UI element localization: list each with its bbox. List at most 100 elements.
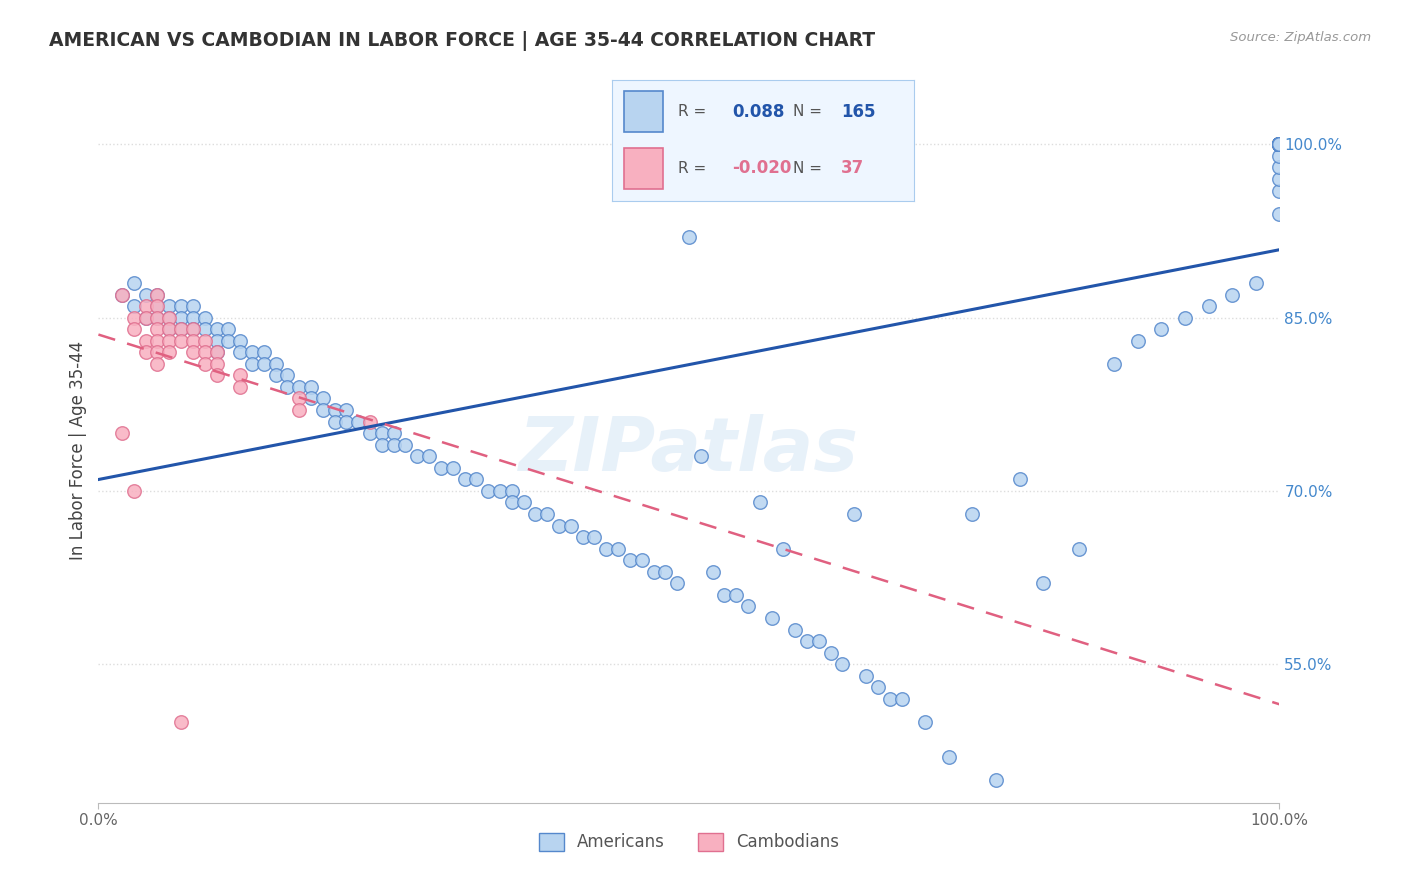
Point	[335, 403, 357, 417]
Point	[1268, 184, 1291, 198]
Point	[146, 287, 169, 301]
Point	[1150, 322, 1173, 336]
Point	[122, 299, 145, 313]
Point	[312, 403, 335, 417]
Point	[1268, 137, 1291, 152]
Point	[1268, 137, 1291, 152]
Point	[1268, 137, 1291, 152]
Point	[1268, 137, 1291, 152]
Point	[1102, 357, 1125, 371]
Point	[135, 345, 157, 359]
Point	[772, 541, 794, 556]
Point	[194, 310, 217, 325]
Point	[501, 483, 523, 498]
Point	[170, 310, 193, 325]
Point	[229, 380, 252, 394]
Point	[146, 322, 169, 336]
Point	[135, 310, 157, 325]
Point	[1268, 207, 1291, 221]
Point	[1268, 137, 1291, 152]
Point	[1220, 287, 1243, 301]
Point	[501, 495, 523, 509]
Point	[181, 299, 204, 313]
Point	[560, 518, 582, 533]
Point	[111, 426, 134, 441]
Point	[1268, 137, 1291, 152]
Point	[205, 334, 228, 348]
Point	[855, 669, 877, 683]
Point	[489, 483, 512, 498]
Point	[1268, 172, 1291, 186]
Point	[1268, 137, 1291, 152]
Point	[866, 680, 889, 694]
Point	[1268, 137, 1291, 152]
Point	[1268, 137, 1291, 152]
Point	[382, 426, 405, 441]
Point	[323, 415, 346, 429]
Point	[748, 495, 770, 509]
Point	[1268, 137, 1291, 152]
Point	[1268, 137, 1291, 152]
Point	[299, 380, 322, 394]
Point	[276, 380, 298, 394]
Point	[879, 691, 901, 706]
Point	[1268, 137, 1291, 152]
Point	[807, 634, 830, 648]
Point	[1268, 137, 1291, 152]
Point	[146, 287, 169, 301]
Point	[678, 229, 700, 244]
Text: 165: 165	[841, 103, 876, 120]
Bar	[624, 91, 664, 132]
Point	[394, 438, 416, 452]
Point	[217, 334, 239, 348]
Point	[1268, 137, 1291, 152]
Point	[1268, 137, 1291, 152]
Point	[146, 334, 169, 348]
Text: ZIPatlas: ZIPatlas	[519, 414, 859, 487]
Point	[170, 334, 193, 348]
Point	[146, 357, 169, 371]
Text: R =: R =	[678, 104, 706, 120]
Point	[1268, 137, 1291, 152]
Point	[1268, 137, 1291, 152]
Point	[689, 449, 711, 463]
Point	[1268, 149, 1291, 163]
Point	[122, 483, 145, 498]
Point	[1268, 137, 1291, 152]
Y-axis label: In Labor Force | Age 35-44: In Labor Force | Age 35-44	[69, 341, 87, 560]
Point	[844, 507, 866, 521]
Point	[1268, 137, 1291, 152]
Point	[1268, 137, 1291, 152]
Point	[181, 322, 204, 336]
Point	[524, 507, 547, 521]
Point	[1268, 137, 1291, 152]
Point	[194, 345, 217, 359]
Point	[217, 322, 239, 336]
Point	[111, 287, 134, 301]
Point	[1174, 310, 1197, 325]
Point	[371, 438, 394, 452]
Point	[1268, 137, 1291, 152]
Point	[1268, 137, 1291, 152]
Point	[135, 287, 157, 301]
Point	[181, 322, 204, 336]
Point	[619, 553, 641, 567]
Point	[1198, 299, 1220, 313]
Point	[1008, 472, 1031, 486]
Point	[914, 714, 936, 729]
Point	[122, 276, 145, 290]
Point	[1268, 137, 1291, 152]
Point	[194, 322, 217, 336]
Point	[1268, 137, 1291, 152]
Point	[135, 334, 157, 348]
Point	[1268, 137, 1291, 152]
Text: 37: 37	[841, 159, 865, 178]
Point	[170, 714, 193, 729]
Point	[1268, 137, 1291, 152]
Point	[205, 345, 228, 359]
Point	[1268, 137, 1291, 152]
Point	[548, 518, 571, 533]
Point	[1268, 137, 1291, 152]
Point	[135, 310, 157, 325]
Point	[666, 576, 689, 591]
